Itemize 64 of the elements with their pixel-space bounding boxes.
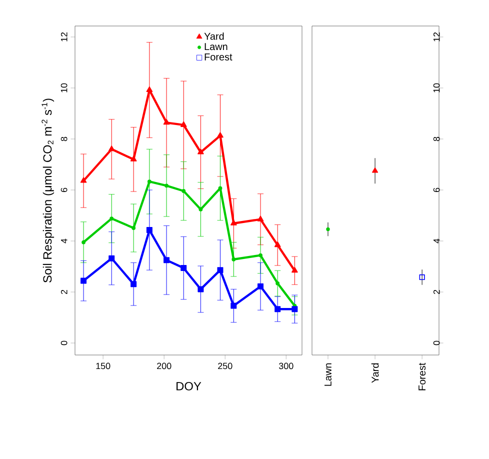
point [419, 274, 425, 280]
point [218, 186, 222, 190]
y-tick-label: 12 [433, 32, 440, 42]
x-tick-label: 200 [157, 362, 172, 370]
point [164, 257, 170, 264]
point [146, 86, 153, 92]
x-tick-label: Lawn [324, 363, 332, 386]
x-tick-label: Forest [418, 362, 426, 390]
point [80, 278, 87, 284]
y-tick-label: 6 [60, 188, 68, 192]
y-tick-label: 10 [60, 83, 68, 92]
y-axis-title: Soil Respiration (μmol CO$_{2}$ m$^{-2}$ s$^{-1}$) [42, 98, 54, 282]
point [198, 148, 204, 154]
y-tick-label: 0 [433, 340, 440, 346]
point [180, 265, 187, 272]
point [258, 253, 262, 258]
point [180, 121, 187, 127]
point [163, 119, 170, 125]
point [292, 306, 298, 312]
point [198, 286, 204, 292]
x-tick-label: 250 [218, 362, 232, 370]
point [276, 281, 280, 286]
point [108, 255, 115, 262]
point [82, 240, 86, 244]
point [274, 241, 281, 248]
point [230, 302, 237, 309]
point [108, 146, 115, 152]
point [230, 220, 237, 226]
point [232, 257, 236, 262]
point [217, 132, 224, 138]
point [274, 306, 281, 312]
point [372, 167, 378, 173]
legend-label: Lawn [204, 43, 228, 50]
y-tick-label: 4 [434, 238, 440, 244]
point [147, 180, 152, 184]
y-tick-label: 12 [60, 32, 68, 42]
legend-label: Forest [204, 54, 232, 60]
y-tick-label: 6 [433, 188, 440, 192]
point [130, 281, 137, 288]
y-tick-label: 2 [433, 290, 440, 294]
y-tick-label: 8 [433, 136, 440, 142]
x-axis-title: DOY [176, 382, 202, 390]
point [110, 216, 114, 221]
y-tick-label: 10 [433, 83, 440, 92]
point [80, 177, 87, 183]
x-tick-label: Yard [371, 363, 379, 383]
y-tick-label: 8 [60, 136, 68, 142]
point [132, 226, 136, 230]
x-tick-label: 150 [96, 362, 110, 370]
point [326, 227, 330, 232]
point [292, 266, 298, 273]
point [146, 227, 152, 234]
point [164, 184, 168, 188]
y-tick-label: 4 [61, 238, 68, 244]
point [217, 267, 224, 274]
legend-label: Yard [204, 32, 224, 40]
point [182, 189, 186, 193]
y-tick-label: 0 [60, 340, 68, 346]
point [130, 156, 137, 162]
point [258, 283, 264, 290]
point [198, 207, 203, 212]
y-tick-label: 2 [60, 290, 68, 294]
point [257, 216, 264, 222]
x-tick-label: 300 [279, 362, 294, 370]
